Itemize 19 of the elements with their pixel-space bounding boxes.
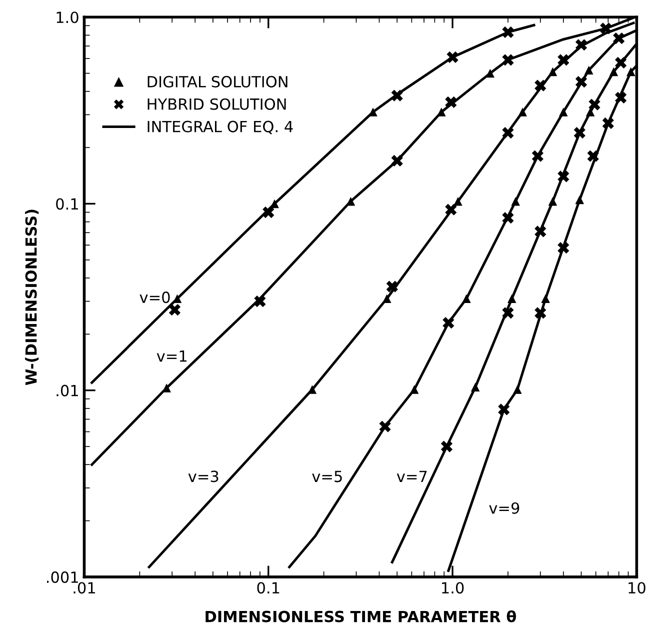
y-tick-label: 0.1 bbox=[56, 198, 78, 210]
x-tick-label: 0.1 bbox=[257, 582, 280, 594]
annotation: v=5 bbox=[312, 470, 342, 482]
annotation: v=1 bbox=[156, 350, 187, 362]
x-tick-label: 10 bbox=[628, 582, 646, 594]
annotation: v=0 bbox=[140, 292, 170, 304]
legend-label: DIGITAL SOLUTION bbox=[148, 76, 288, 88]
annotation: v=3 bbox=[188, 470, 218, 482]
legend-label: HYBRID SOLUTION bbox=[148, 98, 286, 110]
annotation: v=7 bbox=[396, 470, 427, 482]
y-tick-label: .001 bbox=[46, 571, 78, 583]
annotation: v=9 bbox=[489, 502, 520, 514]
y-tick-label: 1.0 bbox=[56, 12, 78, 24]
y-axis-title: W-(DIMENSIONLESS) bbox=[25, 210, 39, 386]
x-tick-label: 1.0 bbox=[442, 582, 464, 594]
legend-label: INTEGRAL OF EQ. 4 bbox=[148, 120, 293, 134]
y-tick-label: .01 bbox=[56, 384, 78, 396]
x-tick-label: .01 bbox=[74, 582, 95, 594]
x-axis-title: DIMENSIONLESS TIME PARAMETER θ bbox=[206, 610, 516, 622]
